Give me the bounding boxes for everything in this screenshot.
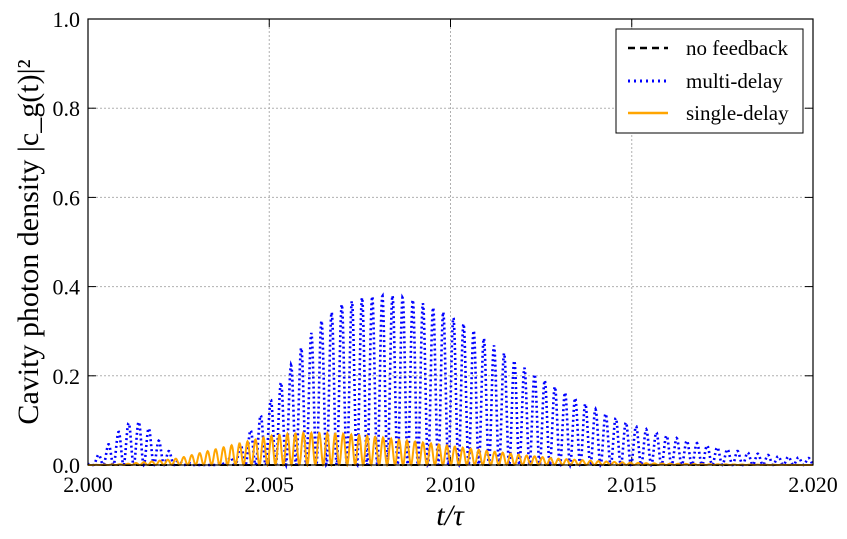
x-tick-label: 2.020 — [788, 472, 838, 497]
y-tick-label: 0.0 — [53, 453, 81, 478]
y-tick-label: 1.0 — [53, 7, 81, 32]
legend-label-single-delay: single-delay — [686, 101, 789, 125]
x-tick-label: 2.000 — [63, 472, 113, 497]
x-tick-label: 2.015 — [607, 472, 657, 497]
y-tick-label: 0.2 — [53, 364, 81, 389]
x-tick-label: 2.010 — [426, 472, 476, 497]
x-axis-label: t/τ — [436, 499, 465, 532]
legend-label-no-feedback: no feedback — [686, 36, 789, 60]
y-ticks: 0.0 0.2 0.4 0.6 0.8 1.0 — [53, 7, 813, 478]
legend-label-multi-delay: multi-delay — [686, 69, 783, 93]
x-tick-label: 2.005 — [245, 472, 295, 497]
y-axis-label: Cavity photon density |c_g(t)|² — [12, 59, 45, 424]
y-tick-label: 0.4 — [53, 275, 81, 300]
x-ticks: 2.000 2.005 2.010 2.015 2.020 — [63, 19, 838, 497]
y-tick-label: 0.8 — [53, 96, 81, 121]
axes-frame — [87, 18, 814, 466]
y-tick-label: 0.6 — [53, 185, 81, 210]
legend: no feedback multi-delay single-delay — [615, 28, 804, 134]
